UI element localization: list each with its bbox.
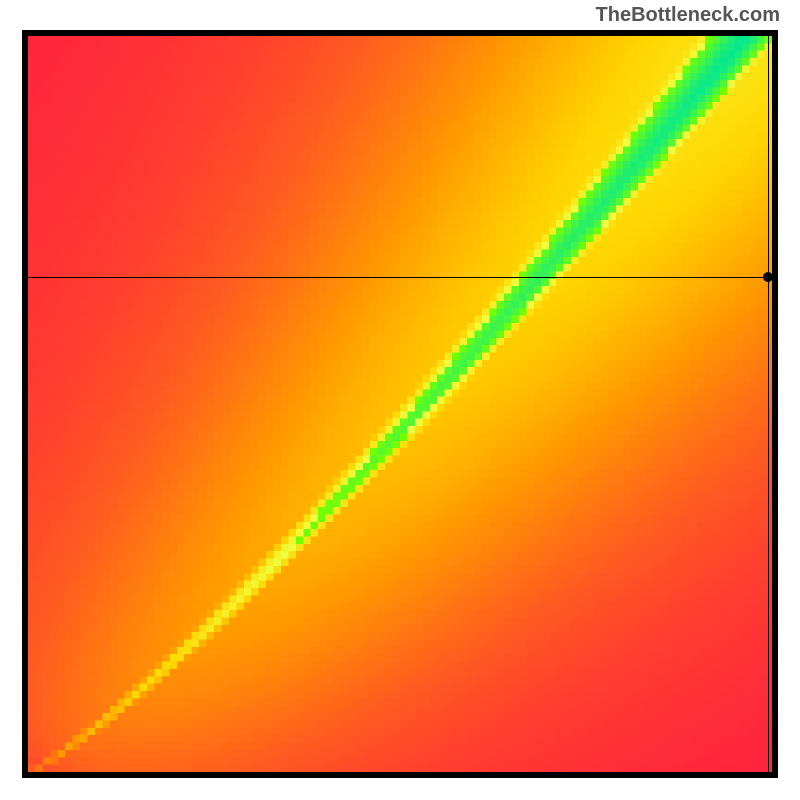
attribution-label: TheBottleneck.com [596, 4, 780, 27]
plot-frame [22, 30, 778, 778]
heatmap-canvas [28, 36, 772, 772]
crosshair-vertical [768, 36, 769, 772]
crosshair-horizontal [28, 277, 772, 278]
chart-container: TheBottleneck.com [0, 0, 800, 800]
marker-dot [763, 272, 773, 282]
